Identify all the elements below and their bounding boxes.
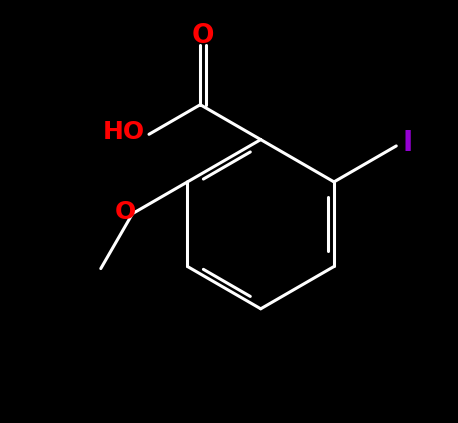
Text: O: O xyxy=(191,23,213,49)
Text: I: I xyxy=(403,129,413,157)
Text: HO: HO xyxy=(103,120,145,144)
Text: O: O xyxy=(114,200,136,223)
